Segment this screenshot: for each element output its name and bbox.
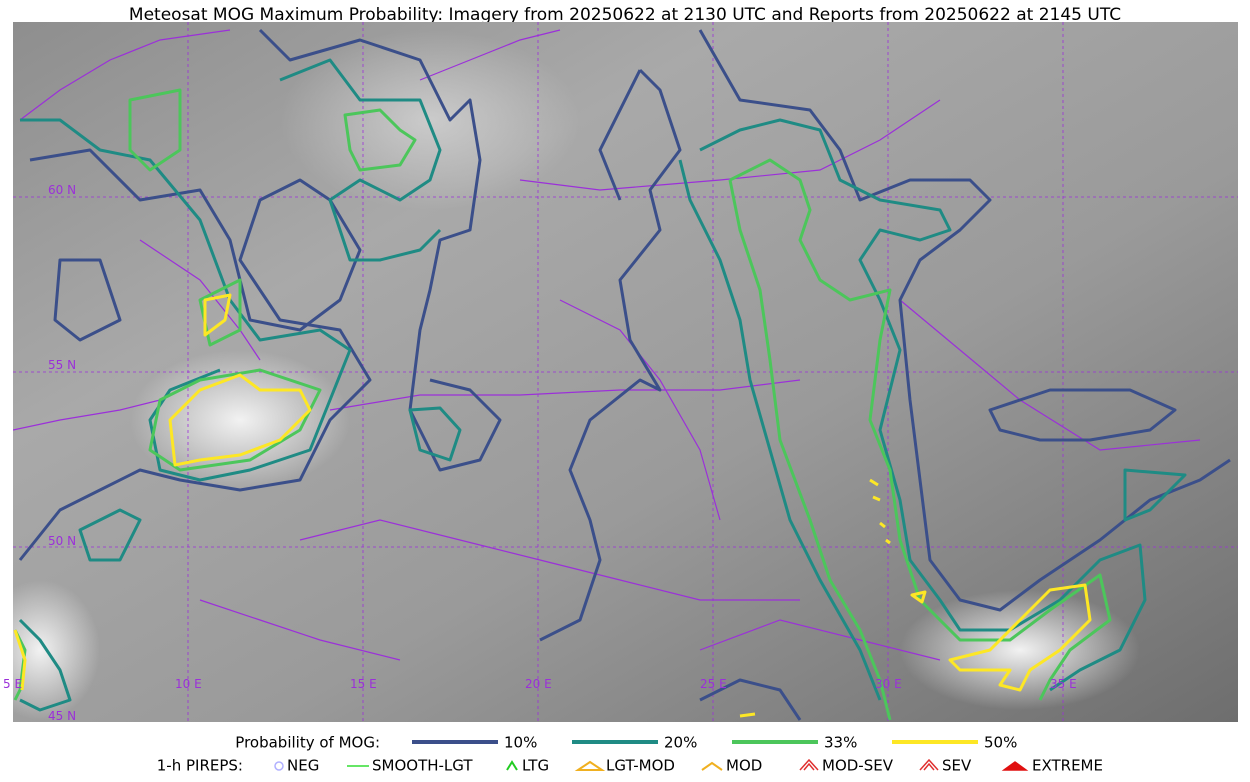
contours bbox=[13, 28, 1231, 721]
lon-label: 35 E bbox=[1050, 677, 1077, 691]
pirep-symbol bbox=[1001, 761, 1029, 771]
legend-label: LGT-MOD bbox=[606, 757, 675, 775]
graticule bbox=[13, 22, 1238, 722]
legend-label: LTG bbox=[522, 757, 549, 775]
pirep-symbol bbox=[799, 758, 819, 771]
legend-title: 1-h PIREPS: bbox=[157, 757, 243, 775]
legend-label: 10% bbox=[504, 734, 537, 752]
legend-label: NEG bbox=[287, 757, 319, 775]
pirep-symbol bbox=[919, 758, 939, 771]
legend-title: Probability of MOG: bbox=[235, 734, 380, 752]
lat-label: 45 N bbox=[48, 709, 76, 723]
legend-label: MOD-SEV bbox=[822, 757, 894, 775]
title: Meteosat MOG Maximum Probability: Imager… bbox=[129, 5, 1121, 25]
legend-label: SEV bbox=[942, 757, 972, 775]
lon-label: 20 E bbox=[525, 677, 552, 691]
legend-label: EXTREME bbox=[1032, 757, 1103, 775]
cloud bbox=[280, 30, 580, 210]
cloud bbox=[130, 350, 350, 490]
cloud bbox=[13, 580, 100, 720]
cloud bbox=[900, 590, 1140, 710]
pirep-symbol bbox=[701, 761, 723, 771]
lon-label: 10 E bbox=[175, 677, 202, 691]
lat-label: 55 N bbox=[48, 358, 76, 372]
legend-label: 50% bbox=[984, 734, 1017, 752]
lon-label: 15 E bbox=[350, 677, 377, 691]
legend-label: 20% bbox=[664, 734, 697, 752]
legend: Probability of MOG: 1-h PIREPS: 10% 20% 33… bbox=[157, 734, 1103, 775]
lat-label: 50 N bbox=[48, 534, 76, 548]
legend-label: SMOOTH-LGT bbox=[372, 757, 473, 775]
lat-label: 60 N bbox=[48, 183, 76, 197]
legend-label: MOD bbox=[726, 757, 762, 775]
lon-label: 25 E bbox=[700, 677, 727, 691]
lon-label: 5 E bbox=[3, 677, 22, 691]
map bbox=[13, 22, 1238, 722]
pirep-symbol bbox=[274, 761, 284, 771]
lon-label: 30 E bbox=[875, 677, 902, 691]
pirep-symbol bbox=[506, 760, 518, 771]
pirep-symbol bbox=[574, 760, 606, 771]
legend-label: 33% bbox=[824, 734, 857, 752]
